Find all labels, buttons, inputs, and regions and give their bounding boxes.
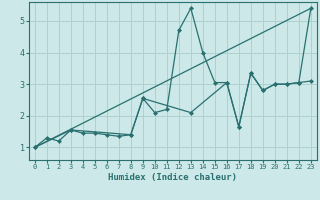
X-axis label: Humidex (Indice chaleur): Humidex (Indice chaleur)	[108, 173, 237, 182]
